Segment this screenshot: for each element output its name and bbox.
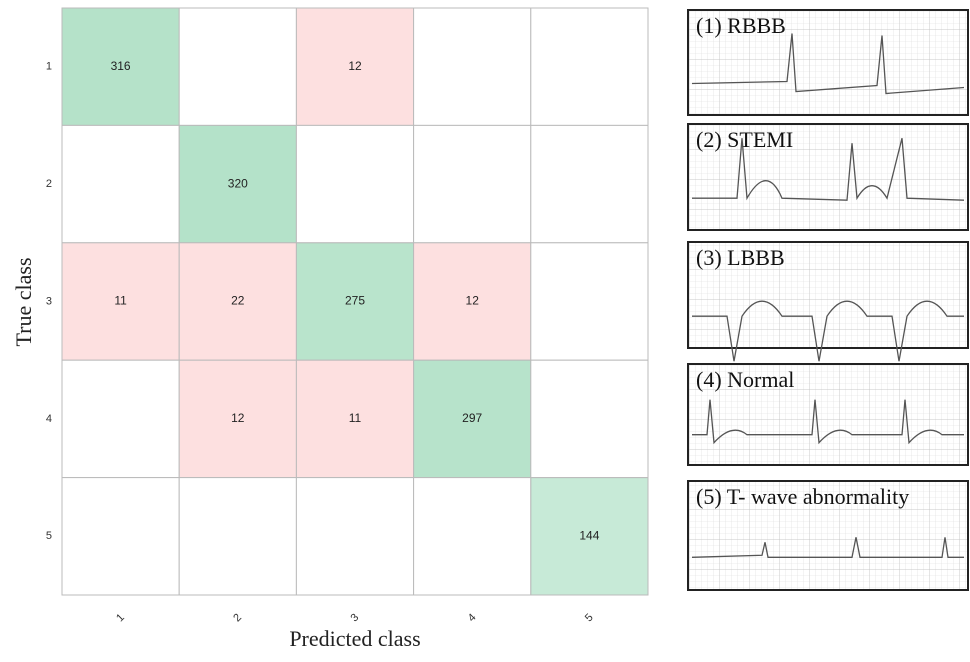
cell-label: 11 [114, 294, 127, 308]
cell-label: 11 [349, 411, 362, 425]
ecg-label: (3) LBBB [696, 245, 785, 270]
ecg-label: (4) Normal [696, 367, 794, 392]
empty-cell [179, 8, 296, 125]
x-tick-label: 2 [231, 612, 244, 625]
empty-cell [414, 478, 531, 595]
empty-cell [531, 8, 648, 125]
y-tick-label: 3 [46, 295, 52, 307]
ecg-label: (5) T- wave abnormality [696, 484, 909, 509]
empty-cell [531, 360, 648, 477]
y-tick-label: 4 [46, 413, 52, 425]
empty-cell [414, 8, 531, 125]
x-tick-label: 4 [466, 612, 479, 625]
y-tick-label: 5 [46, 530, 52, 542]
cell-label: 12 [231, 411, 245, 425]
x-tick-label: 5 [583, 612, 596, 625]
x-axis-label: Predicted class [289, 626, 420, 651]
y-tick-label: 2 [46, 178, 52, 190]
cell-label: 297 [462, 411, 482, 425]
x-tick-label: 3 [349, 612, 362, 625]
cell-label: 22 [231, 294, 245, 308]
y-axis-label: True class [11, 257, 36, 346]
figure: True class Predicted class 3161232011222… [0, 0, 970, 657]
cell-label: 12 [348, 59, 362, 73]
cell-label: 316 [111, 59, 131, 73]
cell-label: 275 [345, 294, 365, 308]
cell-label: 12 [466, 294, 480, 308]
empty-cell [62, 125, 179, 242]
empty-cell [296, 125, 413, 242]
empty-cell [179, 478, 296, 595]
page: True class Predicted class 3161232011222… [0, 0, 970, 662]
cell-label: 144 [579, 528, 599, 542]
y-tick-label: 1 [46, 61, 52, 73]
x-tick-label: 1 [114, 612, 127, 625]
ecg-label: (1) RBBB [696, 13, 786, 38]
empty-cell [296, 478, 413, 595]
empty-cell [62, 478, 179, 595]
empty-cell [62, 360, 179, 477]
ecg-label: (2) STEMI [696, 127, 793, 152]
cell-label: 320 [228, 176, 248, 190]
empty-cell [414, 125, 531, 242]
empty-cell [531, 243, 648, 360]
empty-cell [531, 125, 648, 242]
